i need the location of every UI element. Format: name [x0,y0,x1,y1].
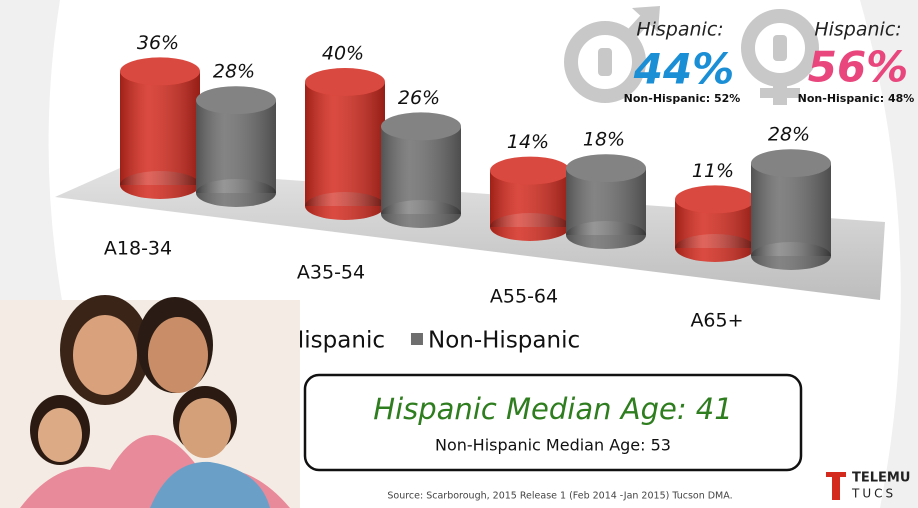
data-label: 14% [507,131,549,153]
cylinder [566,154,646,249]
cylinder-bottom-shade [381,200,461,228]
gender-other: Non-Hispanic: 52% [624,92,741,105]
cylinder-top [490,156,570,185]
cylinder-top-light [566,154,646,183]
cylinder [120,57,200,199]
category-label: A35-54 [297,262,365,284]
data-label: 36% [137,32,179,54]
cylinder-bottom-shade [490,213,570,241]
data-label: 28% [768,124,810,146]
data-label: 28% [213,61,255,83]
cylinder-bottom-shade [751,242,831,270]
cylinder-top [751,149,831,178]
cylinder-bottom-shade [120,171,200,199]
cylinder-shade [751,163,831,256]
family-photo [0,295,300,508]
cylinder [196,86,276,207]
median-box [303,373,803,472]
cylinder-top [566,154,646,183]
cylinder [675,185,755,262]
cylinder-top [675,185,755,214]
category-label: A65+ [690,310,743,332]
category-label: A18-34 [104,238,172,260]
cylinder [751,149,831,270]
data-label: 18% [583,129,625,151]
cylinder [381,112,461,228]
data-label: 11% [692,160,734,182]
cylinder-top-light [120,57,200,86]
cylinder-top-light [305,68,385,96]
cylinder-bottom-shade [566,221,646,249]
data-label: 26% [398,87,440,109]
logo-text: TUCS [851,487,896,501]
data-label: 40% [322,43,364,65]
female-icon [741,9,819,105]
cylinder-top-light [751,149,831,178]
cylinder-top [120,57,200,86]
cylinder-top-light [381,112,461,141]
cylinder-top [305,68,385,96]
cylinder-shade [381,126,461,214]
gender-heading: Hispanic: [814,19,901,41]
cylinder [490,156,570,241]
cylinder-shade [120,71,200,185]
legend-label: Non-Hispanic [428,328,580,354]
legend-swatch [410,333,423,345]
cylinder-shade [196,100,276,193]
cylinder-top-light [675,185,755,214]
cylinder-top-light [490,156,570,185]
median-secondary: Non-Hispanic Median Age: 53 [435,436,671,455]
cylinder-bottom-shade [305,192,385,220]
gender-heading: Hispanic: [636,19,723,41]
logo-text: TELEMU [852,471,910,486]
legend-label: Hispanic [287,328,385,354]
cylinder-bottom-shade [675,234,755,262]
male-icon [564,6,660,103]
category-label: A55-64 [490,286,558,308]
cylinder-top [196,86,276,115]
cylinder-top [381,112,461,141]
gender-share: 44% [633,45,735,94]
cylinder-top-light [196,86,276,115]
gender-other: Non-Hispanic: 48% [798,92,915,105]
background-curve [860,0,918,508]
cylinder-shade [305,82,385,206]
source-note: Source: Scarborough, 2015 Release 1 (Feb… [387,491,732,502]
cylinder-bottom-shade [196,179,276,207]
chart: 36% 28% A18-34 40% 26% A35-54 14% 18% A55-64 11% 2… [104,32,831,354]
cylinder [305,68,385,220]
logo: TELEMU TUCS [826,471,910,501]
gender-share: 56% [808,43,909,92]
median-primary: Hispanic Median Age: 41 [373,392,732,426]
